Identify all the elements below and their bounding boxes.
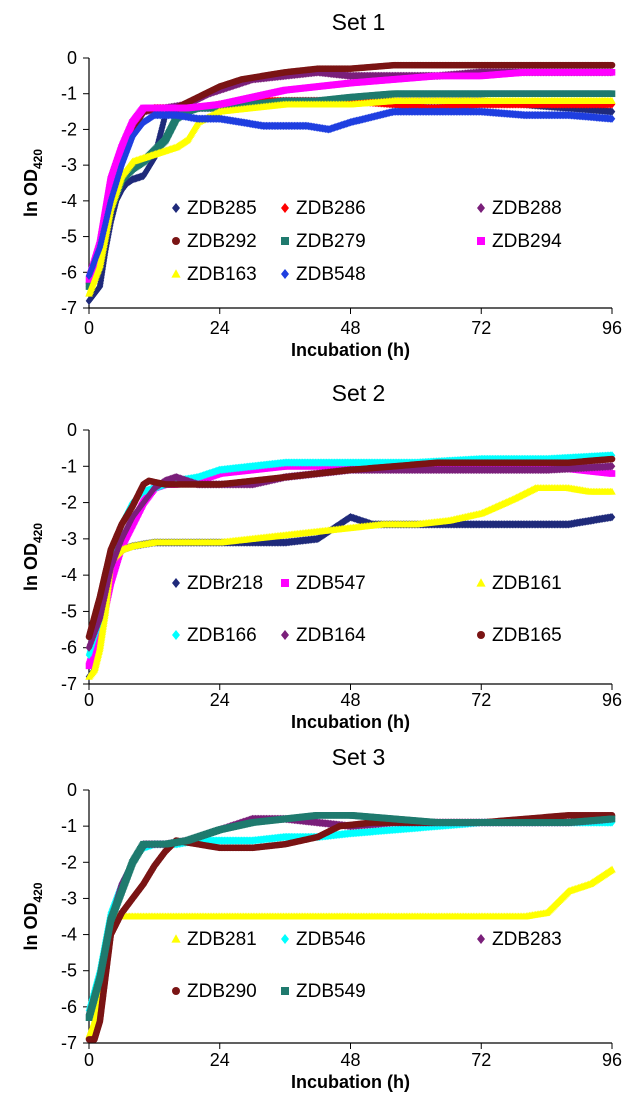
legend-marker [281, 269, 289, 279]
x-axis-label: Incubation (h) [291, 340, 410, 360]
y-tick-label: -3 [61, 155, 77, 175]
data-point [608, 61, 616, 69]
data-point [608, 96, 616, 104]
legend-marker [172, 237, 180, 245]
y-axis-label-subscript: 420 [31, 149, 45, 169]
x-axis-label: Incubation (h) [291, 712, 410, 732]
data-point [608, 470, 616, 477]
data-point [608, 100, 616, 109]
legend-label: ZDB288 [492, 198, 562, 219]
x-tick-label: 96 [602, 690, 622, 710]
legend-marker [477, 237, 485, 245]
x-tick-label: 72 [471, 690, 491, 710]
legend-label: ZDB285 [187, 198, 257, 219]
chart-panel-2: Set 2 0 -1 -2 -3 -4 -5 -6 -7 0 24 48 72 96 Incubation … [21, 380, 622, 732]
legend-item: ZDB285 [172, 198, 257, 219]
legend-item: ZDB292 [172, 231, 257, 252]
y-tick-label: -3 [61, 529, 77, 549]
chart-title: Set 1 [332, 9, 386, 35]
y-tick-label: 0 [67, 420, 77, 440]
legend-label: ZDB163 [187, 264, 257, 285]
y-tick-label: -6 [61, 638, 77, 658]
y-tick-label: -4 [61, 191, 77, 211]
x-tick-label: 48 [340, 690, 360, 710]
legend-marker [281, 203, 289, 213]
data-point [608, 68, 616, 76]
y-axis-label-subscript: 420 [31, 523, 45, 543]
y-axis-label: ln OD420 [21, 523, 45, 591]
legend-item: ZDB288 [477, 198, 562, 219]
y-tick-label: -2 [61, 493, 77, 513]
data-point [608, 487, 616, 495]
data-point [608, 90, 616, 98]
legend-marker [477, 203, 485, 213]
legend-label: ZDB292 [187, 231, 257, 252]
y-tick-label: -1 [61, 84, 77, 104]
chart-panel-1: Set 1 0 -1 -2 -3 -4 -5 -6 -7 0 24 48 72 96 Incubation … [21, 9, 622, 360]
x-tick-label: 0 [84, 690, 94, 710]
series-ZDBr218 [85, 512, 616, 681]
x-tick-label: 24 [210, 318, 230, 338]
legend-item: ZDB548 [281, 264, 366, 285]
x-tick-label: 0 [84, 318, 94, 338]
data-point [608, 512, 616, 522]
legend-label: ZDB279 [296, 231, 366, 252]
x-tick-label: 72 [471, 318, 491, 338]
y-tick-label: 0 [67, 48, 77, 68]
y-tick-label: -7 [61, 298, 77, 318]
legend-item: ZDB163 [171, 264, 257, 285]
legend-marker [172, 203, 180, 213]
legend-label: ZDB286 [296, 198, 366, 219]
legend-item: ZDB286 [281, 198, 366, 219]
x-tick-label: 48 [340, 318, 360, 338]
data-point [608, 114, 616, 123]
legend-marker [171, 269, 181, 278]
y-tick-label: -4 [61, 565, 77, 585]
data-point [608, 107, 616, 116]
y-axis-label: ln OD420 [21, 149, 45, 217]
y-tick-label: -5 [61, 227, 77, 247]
y-axis-label-main: ln OD [21, 169, 41, 217]
x-tick-label: 24 [210, 690, 230, 710]
legend-label: ZDB294 [492, 231, 562, 252]
legend-item: ZDB294 [477, 231, 562, 252]
x-tick-label: 96 [602, 318, 622, 338]
legend-marker [281, 237, 289, 245]
legend-item: ZDB279 [281, 231, 366, 252]
legend-label: ZDB548 [296, 264, 366, 285]
y-axis-label-main: ln OD [21, 543, 41, 591]
y-tick-label: -6 [61, 262, 77, 282]
chart-title: Set 2 [332, 380, 386, 406]
y-tick-label: -1 [61, 456, 77, 476]
y-tick-label: -2 [61, 119, 77, 139]
y-tick-label: -5 [61, 601, 77, 621]
y-tick-label: -7 [61, 674, 77, 694]
legend: ZDB285 ZDB286 ZDB288 ZDB292 ZDB279 ZDB294 ZDB1… [171, 198, 562, 285]
series-ZDB548 [85, 107, 616, 280]
